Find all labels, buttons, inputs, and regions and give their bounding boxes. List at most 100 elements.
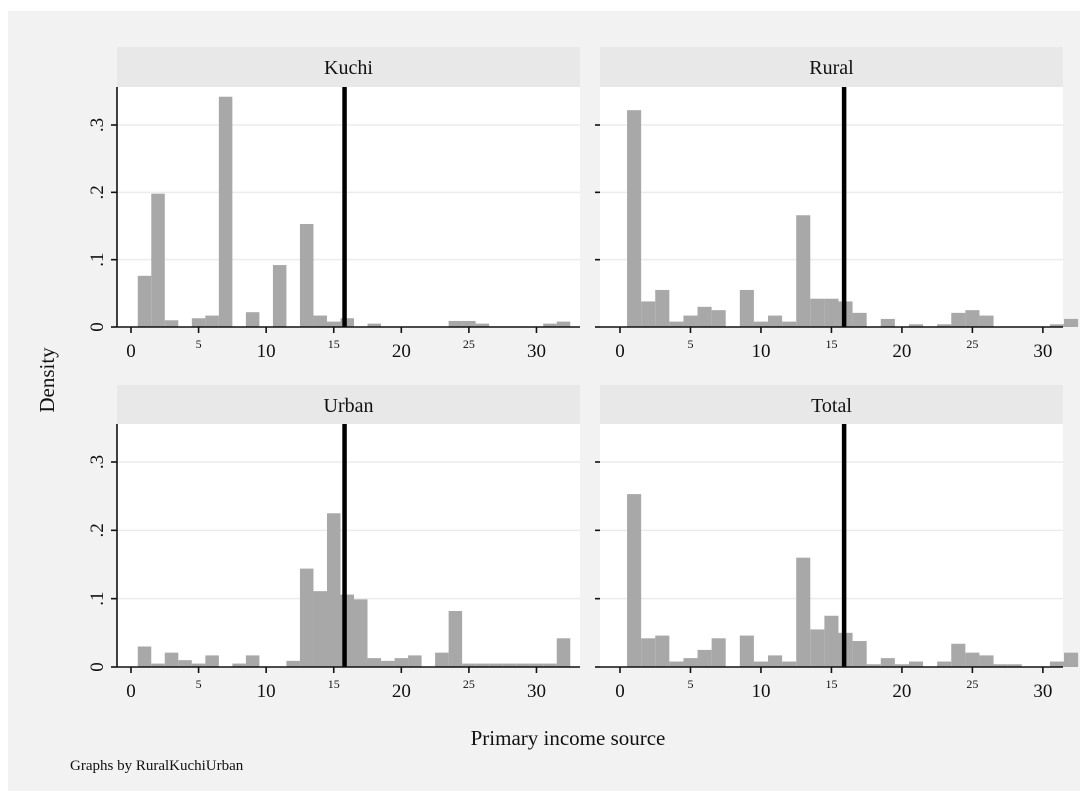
histogram-bar — [489, 663, 503, 667]
x-tick-label: 0 — [615, 341, 625, 362]
histogram-bar — [381, 660, 395, 667]
histogram-bar — [205, 315, 219, 327]
y-tick-label: 0 — [87, 322, 108, 332]
histogram-bar — [739, 635, 754, 667]
histogram-bar — [475, 323, 490, 327]
x-tick-label: 10 — [257, 681, 276, 702]
histogram-bar — [164, 320, 179, 327]
x-tick-label: 15 — [825, 677, 837, 691]
histogram-bar — [286, 660, 300, 667]
histogram-bar — [326, 513, 341, 667]
histogram-bar — [245, 312, 260, 327]
histogram-bar — [326, 321, 341, 327]
histogram-bar — [448, 320, 463, 327]
histogram-bar — [191, 663, 206, 667]
x-tick-label: 5 — [687, 677, 693, 691]
x-tick-label: 10 — [751, 341, 770, 362]
histogram-bar — [151, 663, 165, 667]
x-tick-label: 5 — [687, 337, 693, 351]
histogram-bar — [683, 658, 698, 667]
x-tick-label: 30 — [1033, 341, 1052, 362]
histogram-bar — [641, 301, 656, 327]
histogram-bar — [299, 223, 314, 327]
histogram-bar — [178, 660, 192, 667]
histogram-bar — [810, 298, 825, 327]
x-tick-label: 30 — [527, 681, 546, 702]
histogram-bar — [908, 661, 924, 667]
plot-area — [117, 87, 580, 327]
histogram-bar — [475, 663, 490, 667]
panels-group: Kuchi 0 .1 .2 .3 0 5 10 15 20 25 30 Rural 0 5 10 15 20 25 3… — [87, 47, 1079, 702]
histogram-bar — [448, 610, 463, 667]
x-tick-label: 10 — [257, 341, 276, 362]
histogram-bar — [191, 318, 206, 327]
histogram-bar — [367, 658, 382, 667]
histogram-bar — [711, 310, 726, 327]
histogram-bar — [151, 193, 165, 327]
histogram-bar — [340, 318, 355, 327]
x-axis-label: Primary income source — [471, 726, 666, 750]
histogram-bar — [354, 599, 368, 667]
histogram-bar — [462, 663, 476, 667]
histogram-bar — [543, 663, 557, 667]
histogram-bar — [408, 655, 422, 667]
histogram-bar — [655, 635, 670, 667]
panel-title: Total — [811, 395, 852, 417]
panel-strip — [600, 47, 1063, 87]
histogram-bar — [768, 655, 783, 667]
histogram-bar — [1007, 664, 1022, 667]
histogram-bar — [669, 321, 684, 327]
histogram-bar — [502, 663, 517, 667]
x-tick-label: 15 — [825, 337, 837, 351]
x-tick-label: 20 — [892, 341, 911, 362]
x-tick-label: 25 — [966, 337, 978, 351]
histogram-bar — [796, 557, 811, 667]
histogram-bar — [965, 310, 980, 327]
histogram-bar — [908, 324, 924, 327]
x-tick-label: 20 — [392, 341, 411, 362]
histogram-bar — [137, 646, 152, 667]
histogram-bar — [556, 638, 571, 667]
histogram-bar — [824, 298, 839, 327]
x-tick-label: 25 — [463, 337, 475, 351]
histogram-bar — [462, 320, 476, 327]
y-tick-label: .3 — [87, 455, 108, 469]
histogram-bar — [299, 568, 314, 667]
histogram-bar — [697, 649, 712, 667]
x-tick-label: 25 — [966, 677, 978, 691]
histogram-bar — [137, 275, 152, 327]
y-tick-label: .2 — [87, 185, 108, 199]
histogram-bar — [1064, 318, 1079, 327]
histogram-bar — [543, 323, 557, 327]
histogram-bar — [218, 96, 233, 327]
x-tick-label: 15 — [328, 677, 340, 691]
histogram-bar — [529, 663, 544, 667]
histogram-bar — [205, 655, 219, 667]
histogram-bar — [556, 321, 571, 327]
x-tick-label: 15 — [328, 337, 340, 351]
y-tick-label: 0 — [87, 662, 108, 672]
histogram-bar — [164, 652, 179, 667]
x-tick-label: 20 — [392, 681, 411, 702]
panel-kuchi: Kuchi 0 .1 .2 .3 0 5 10 15 20 25 30 — [87, 47, 580, 362]
histogram-bar — [272, 265, 287, 327]
histogram-bar — [824, 615, 839, 667]
x-tick-label: 20 — [892, 681, 911, 702]
panel-title: Rural — [809, 57, 854, 79]
histogram-bar — [782, 661, 797, 667]
histogram-bar — [641, 638, 656, 667]
panel-title: Kuchi — [324, 57, 373, 79]
histogram-bar — [951, 643, 966, 667]
panel-urban: Urban 0 .1 .2 .3 0 5 10 15 20 25 30 — [87, 385, 580, 702]
x-tick-label: 0 — [126, 681, 136, 702]
histogram-bar — [937, 661, 952, 667]
histogram-bar — [655, 289, 670, 327]
histogram-bar — [313, 591, 327, 667]
histogram-bar — [951, 312, 966, 327]
histogram-bar — [979, 655, 994, 667]
histogram-bar — [937, 324, 952, 327]
histogram-bar — [435, 652, 449, 667]
histogram-bar — [711, 638, 726, 667]
histogram-bar — [880, 658, 895, 667]
